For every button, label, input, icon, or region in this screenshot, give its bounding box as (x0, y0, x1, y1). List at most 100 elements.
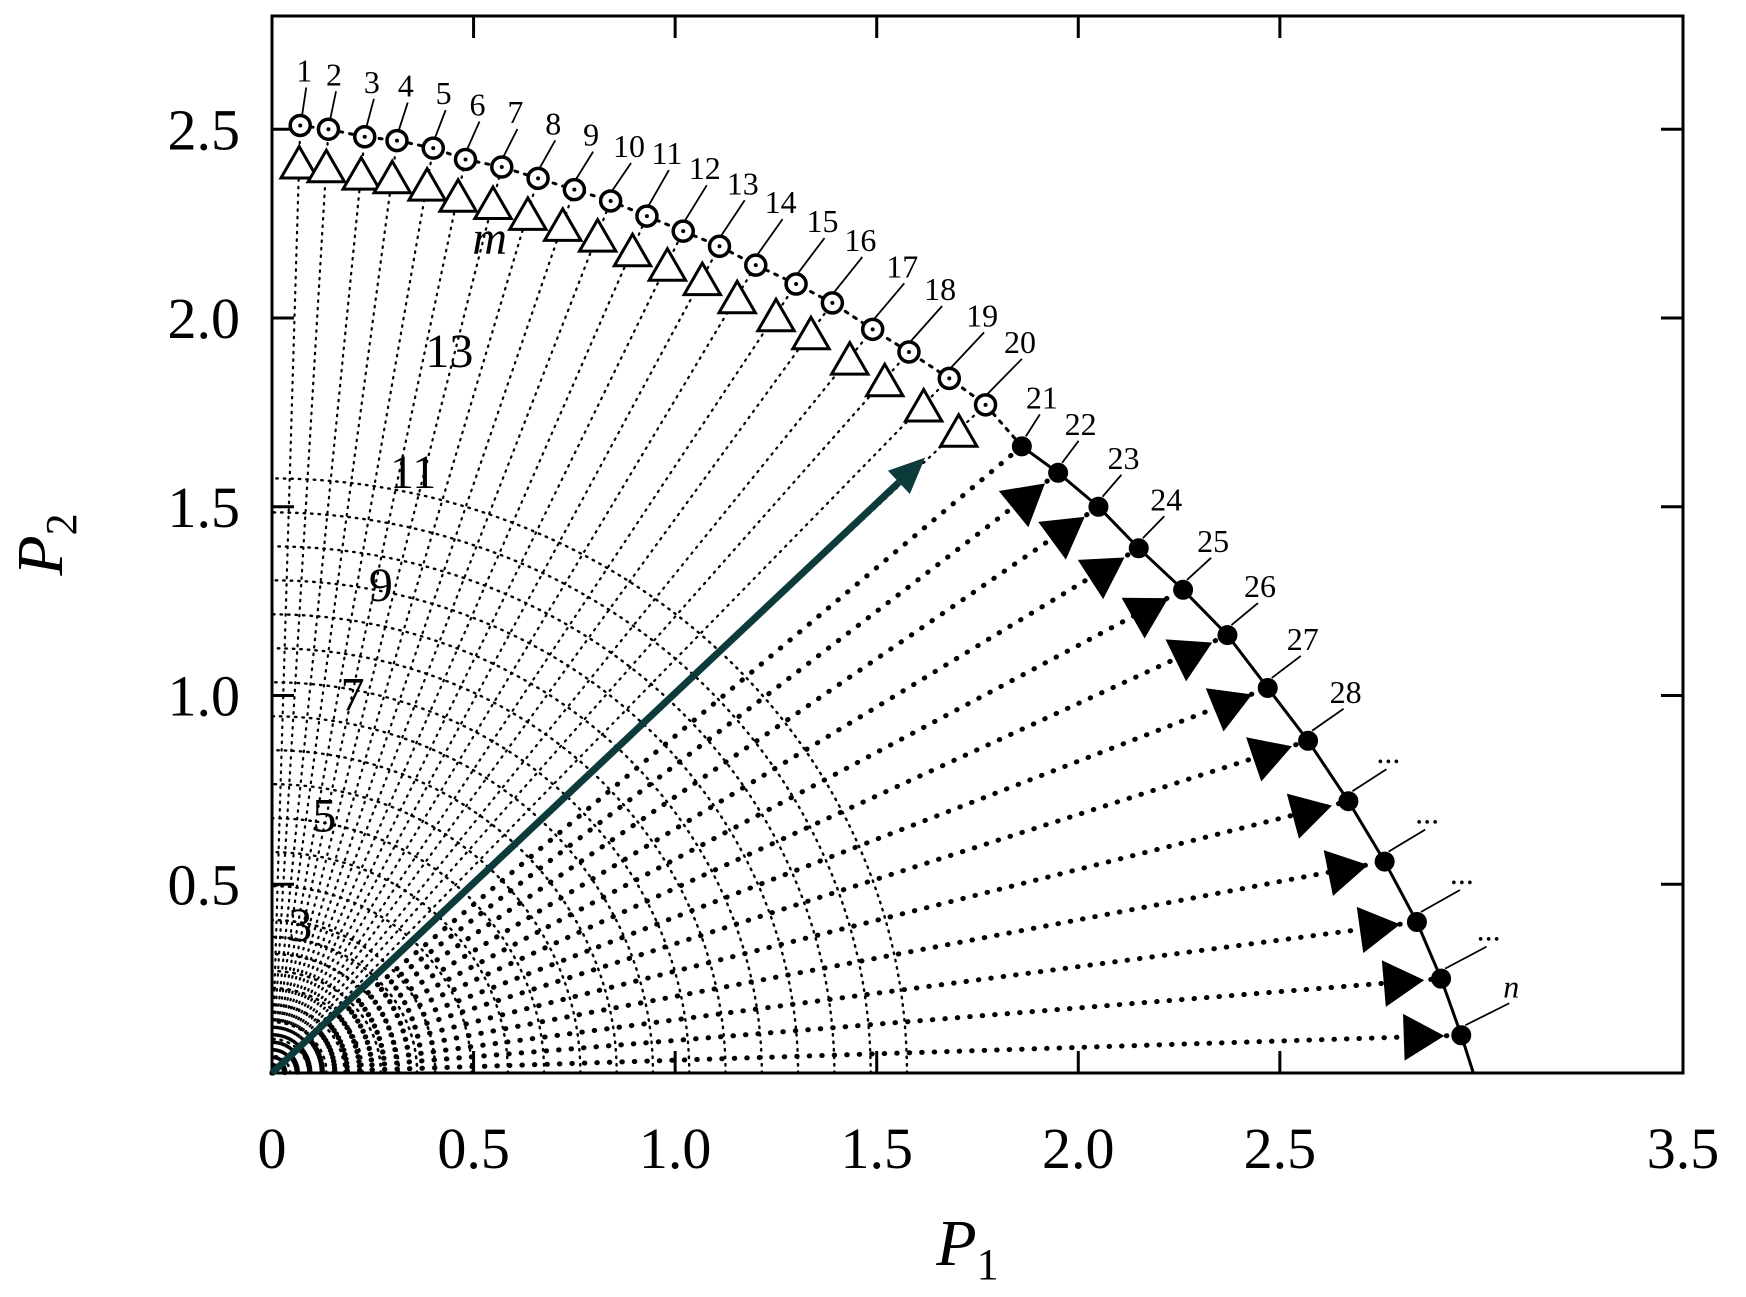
open-triangle-marker (371, 158, 414, 195)
fan-line-bold (269, 443, 1025, 1076)
fan-line (270, 214, 649, 1075)
label-leader (684, 184, 708, 221)
fan-line (270, 328, 874, 1075)
filled-circle-marker (1257, 677, 1278, 698)
label-leader (1444, 945, 1488, 970)
label-leader (365, 98, 375, 127)
point-label: 21 (1026, 379, 1058, 415)
filled-circle-marker (1011, 436, 1032, 457)
filled-circle-marker (1406, 912, 1427, 932)
filled-circle-marker (1173, 579, 1194, 600)
open-triangle-marker (406, 165, 448, 202)
open-circle-center (794, 282, 799, 287)
arc-label: 11 (390, 446, 436, 499)
filled-triangle-marker (1246, 737, 1292, 782)
open-circle-center (536, 176, 541, 181)
point-label: 14 (765, 184, 797, 220)
point-label: ... (1450, 855, 1474, 891)
filled-triangle-marker (1077, 557, 1125, 600)
point-label: 28 (1330, 674, 1362, 710)
point-label: 7 (507, 94, 523, 130)
y-axis-label-main: P (4, 535, 77, 576)
fan-line (270, 128, 330, 1075)
label-leader (1311, 708, 1345, 732)
point-label: 23 (1107, 440, 1139, 476)
data-markers (278, 113, 1472, 1061)
point-label: 22 (1065, 406, 1097, 442)
point-label: 26 (1244, 568, 1276, 604)
y-tick-label: 1.5 (168, 475, 241, 540)
fan-line (270, 177, 540, 1075)
filled-triangle-marker (998, 483, 1045, 528)
filled-circle-marker (1298, 730, 1319, 751)
open-circle-center (499, 165, 504, 169)
y-tick-label: 2.0 (168, 286, 241, 351)
label-leader (720, 199, 746, 236)
open-triangle-marker (716, 278, 758, 315)
arc-label: 9 (369, 559, 393, 612)
filled-triangle-marker (1403, 1013, 1445, 1061)
fan-line (270, 282, 798, 1075)
fan-line (270, 124, 302, 1075)
label-leader (833, 256, 864, 293)
label-leader (1186, 557, 1212, 581)
open-circle-center (830, 300, 835, 305)
filled-triangle-marker (1038, 516, 1085, 560)
open-triangle-marker (863, 361, 906, 398)
point-label: 20 (1004, 324, 1036, 360)
arrow-head (887, 457, 926, 495)
label-leader (1025, 413, 1041, 437)
label-leader (873, 282, 905, 319)
open-circle-center (298, 123, 303, 128)
open-circle-center (947, 376, 952, 381)
open-triangle-marker (828, 339, 871, 376)
fan-line-bold (269, 859, 1388, 1076)
point-label: 2 (326, 56, 342, 92)
open-triangle-marker (278, 143, 320, 180)
axis-tick-labels: 0 0.5 1.0 1.5 2.0 2.5 3.5 0.5 1.0 1.5 2.0 2.5 (168, 97, 1720, 1181)
filled-circle-marker (1451, 1025, 1472, 1046)
label-leader (1271, 655, 1302, 679)
point-label: 19 (966, 297, 998, 333)
label-leader (986, 358, 1023, 395)
label-leader (466, 121, 481, 149)
open-circle-center (608, 198, 613, 203)
fan-line-bold (269, 919, 1420, 1076)
open-circle-center (983, 402, 988, 407)
label-leader (797, 237, 826, 274)
filled-circle-marker (1128, 538, 1149, 559)
open-circle-center (362, 134, 367, 139)
filled-triangle-marker (1121, 597, 1169, 639)
filled-triangle-marker (1165, 639, 1213, 682)
point-label: 13 (727, 165, 759, 201)
point-label: 25 (1197, 523, 1229, 559)
label-leader (575, 151, 594, 180)
filled-circle-marker (1217, 625, 1238, 646)
fan-line (270, 230, 685, 1075)
arrow-shaft (269, 479, 902, 1076)
label-leader (301, 87, 308, 115)
fan-line-bold (269, 976, 1444, 1076)
label-leader (539, 139, 557, 168)
open-triangle-marker (755, 296, 797, 333)
filled-circle-marker (1374, 851, 1395, 872)
filled-circle-marker (1048, 462, 1069, 483)
filled-triangle-marker (1286, 793, 1332, 839)
label-leader (1464, 1002, 1510, 1027)
point-label: 24 (1150, 481, 1182, 517)
open-triangle-marker (576, 216, 619, 253)
point-label: 18 (924, 271, 956, 307)
filled-circle-marker (1338, 791, 1359, 812)
y-axis-label: P2 (4, 513, 86, 576)
point-label: ... (1415, 795, 1439, 831)
point-label: 5 (436, 75, 452, 111)
label-leader (1420, 889, 1461, 913)
fan-line (270, 350, 911, 1075)
concentric-arc (270, 511, 872, 1075)
concentric-arc (270, 969, 383, 1075)
fan-line-bold (269, 470, 1061, 1076)
concentric-arc (270, 681, 691, 1075)
label-leader (648, 169, 670, 206)
arc-label: 13 (425, 325, 473, 378)
